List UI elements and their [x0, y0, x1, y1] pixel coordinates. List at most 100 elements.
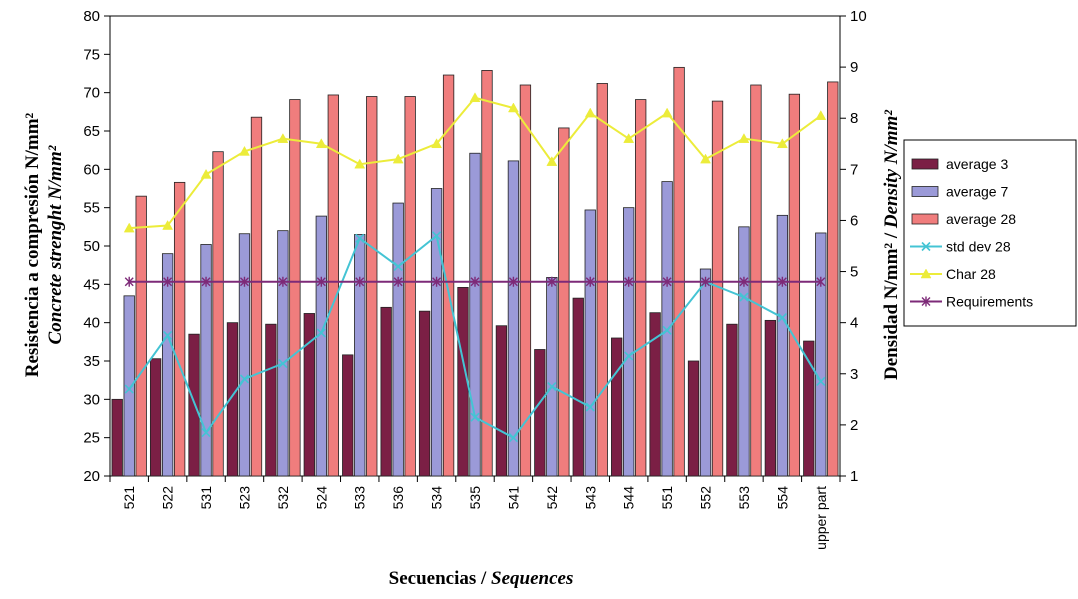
- legend-Char-28-label: Char 28: [946, 266, 996, 282]
- bar-average-7: [507, 160, 520, 477]
- point-Char-28: [123, 222, 135, 233]
- bar-average-3: [572, 297, 584, 477]
- bar-average-28: [558, 127, 570, 477]
- point-Requirements: [163, 276, 173, 287]
- point-Requirements: [739, 276, 749, 287]
- point-std-dev-28: [432, 231, 442, 241]
- x-axis-title-text: Secuencias /: [389, 568, 491, 589]
- legend-std-dev-28-marker: [921, 241, 931, 252]
- bar-average-28: [519, 84, 532, 477]
- point-Char-28: [392, 153, 404, 164]
- point-std-dev-28: [355, 233, 365, 243]
- point-Requirements: [124, 276, 134, 287]
- point-Char-28: [431, 138, 443, 149]
- x-tick-label: 532: [275, 486, 291, 510]
- x-axis-title: Secuencias / Sequences: [389, 568, 574, 589]
- y2-tick-label: 5: [850, 264, 858, 281]
- point-std-dev-28: [278, 358, 288, 369]
- bar-average-7: [238, 233, 251, 477]
- bar-average-28: [635, 99, 647, 477]
- point-Char-28: [239, 145, 250, 156]
- point-Char-28: [700, 153, 711, 164]
- bar-average-3: [764, 319, 777, 477]
- y-tick-label: 65: [83, 123, 100, 140]
- y2-tick-label: 6: [850, 212, 858, 229]
- legend-Char-28-marker: [920, 268, 932, 279]
- y-axis-subtitle: Concrete strenght N/mm²: [45, 144, 66, 344]
- bar-average-28: [135, 195, 147, 477]
- bar-average-3: [418, 310, 431, 477]
- y-tick-label: 60: [83, 161, 100, 178]
- x-tick-label: 531: [198, 486, 214, 510]
- point-Char-28: [815, 110, 827, 120]
- bar-average-3: [226, 322, 239, 477]
- y-tick-label: 20: [83, 468, 100, 485]
- bar-average-3: [534, 349, 546, 477]
- point-std-dev-28: [662, 325, 672, 335]
- x-tick-label: 534: [429, 486, 445, 510]
- y2-axis-title-text: Densidad N/mm² /: [881, 228, 902, 380]
- x-tick-label: 544: [621, 486, 637, 510]
- point-Char-28: [315, 138, 327, 149]
- point-Requirements: [662, 276, 672, 287]
- y-tick-label: 75: [83, 46, 100, 63]
- x-tick-label: upper part: [813, 486, 829, 550]
- point-std-dev-28: [739, 292, 749, 302]
- bar-average-3: [611, 337, 623, 477]
- y2-tick-label: 8: [850, 110, 858, 127]
- bar-average-28: [289, 99, 301, 477]
- legend-Requirements-marker: [921, 296, 931, 307]
- bar-average-3: [687, 360, 700, 477]
- legend-Requirements-label: Requirements: [946, 294, 1033, 310]
- bar-average-7: [430, 188, 443, 477]
- legend-average-28-label: average 28: [946, 211, 1016, 227]
- bar-average-7: [584, 209, 596, 477]
- bar-average-7: [738, 226, 750, 477]
- x-tick-label: 523: [236, 486, 252, 510]
- bar-average-7: [776, 214, 789, 477]
- y-tick-label: 80: [83, 8, 100, 25]
- bar-average-7: [354, 234, 366, 477]
- point-std-dev-28: [201, 427, 211, 438]
- bar-average-3: [111, 398, 123, 477]
- point-std-dev-28: [124, 384, 134, 394]
- legend-average-28-swatch: [911, 213, 939, 225]
- point-std-dev-28: [777, 312, 787, 323]
- point-Char-28: [277, 133, 289, 143]
- point-Requirements: [239, 276, 249, 287]
- bar-average-7: [623, 207, 635, 477]
- bar-average-28: [173, 181, 186, 477]
- y2-tick-label: 9: [850, 59, 858, 76]
- point-Char-28: [162, 220, 174, 230]
- y-tick-label: 35: [83, 353, 100, 370]
- bar-average-7: [277, 230, 289, 477]
- point-Requirements: [547, 276, 557, 287]
- bar-average-3: [188, 333, 200, 477]
- x-tick-label: 521: [121, 486, 137, 510]
- bar-average-28: [442, 74, 455, 477]
- x-tick-label: 551: [659, 486, 675, 510]
- legend-average-3-label: average 3: [946, 156, 1008, 172]
- point-std-dev-28: [393, 261, 403, 272]
- bar-average-3: [303, 313, 315, 477]
- bar-average-28: [596, 83, 608, 477]
- point-Requirements: [432, 276, 442, 287]
- point-Requirements: [585, 276, 595, 287]
- point-Requirements: [355, 276, 365, 287]
- y2-axis-title: Densidad N/mm² / Density N/mm²: [881, 109, 902, 380]
- bar-average-7: [315, 215, 327, 477]
- bar-average-7: [161, 253, 174, 477]
- point-Requirements: [816, 276, 826, 287]
- bar-average-3: [649, 312, 661, 477]
- point-std-dev-28: [316, 328, 326, 338]
- x-tick-label: 553: [736, 486, 752, 510]
- point-Requirements: [508, 276, 518, 287]
- legend: average 3 average 7 average 28 std dev 28 Ch…: [903, 139, 1077, 327]
- x-tick-label: 541: [505, 486, 521, 510]
- y2-tick-label: 2: [850, 417, 858, 434]
- point-Requirements: [701, 276, 711, 287]
- legend-average-7-label: average 7: [946, 184, 1008, 200]
- y-tick-label: 40: [83, 315, 100, 332]
- point-Char-28: [546, 156, 558, 166]
